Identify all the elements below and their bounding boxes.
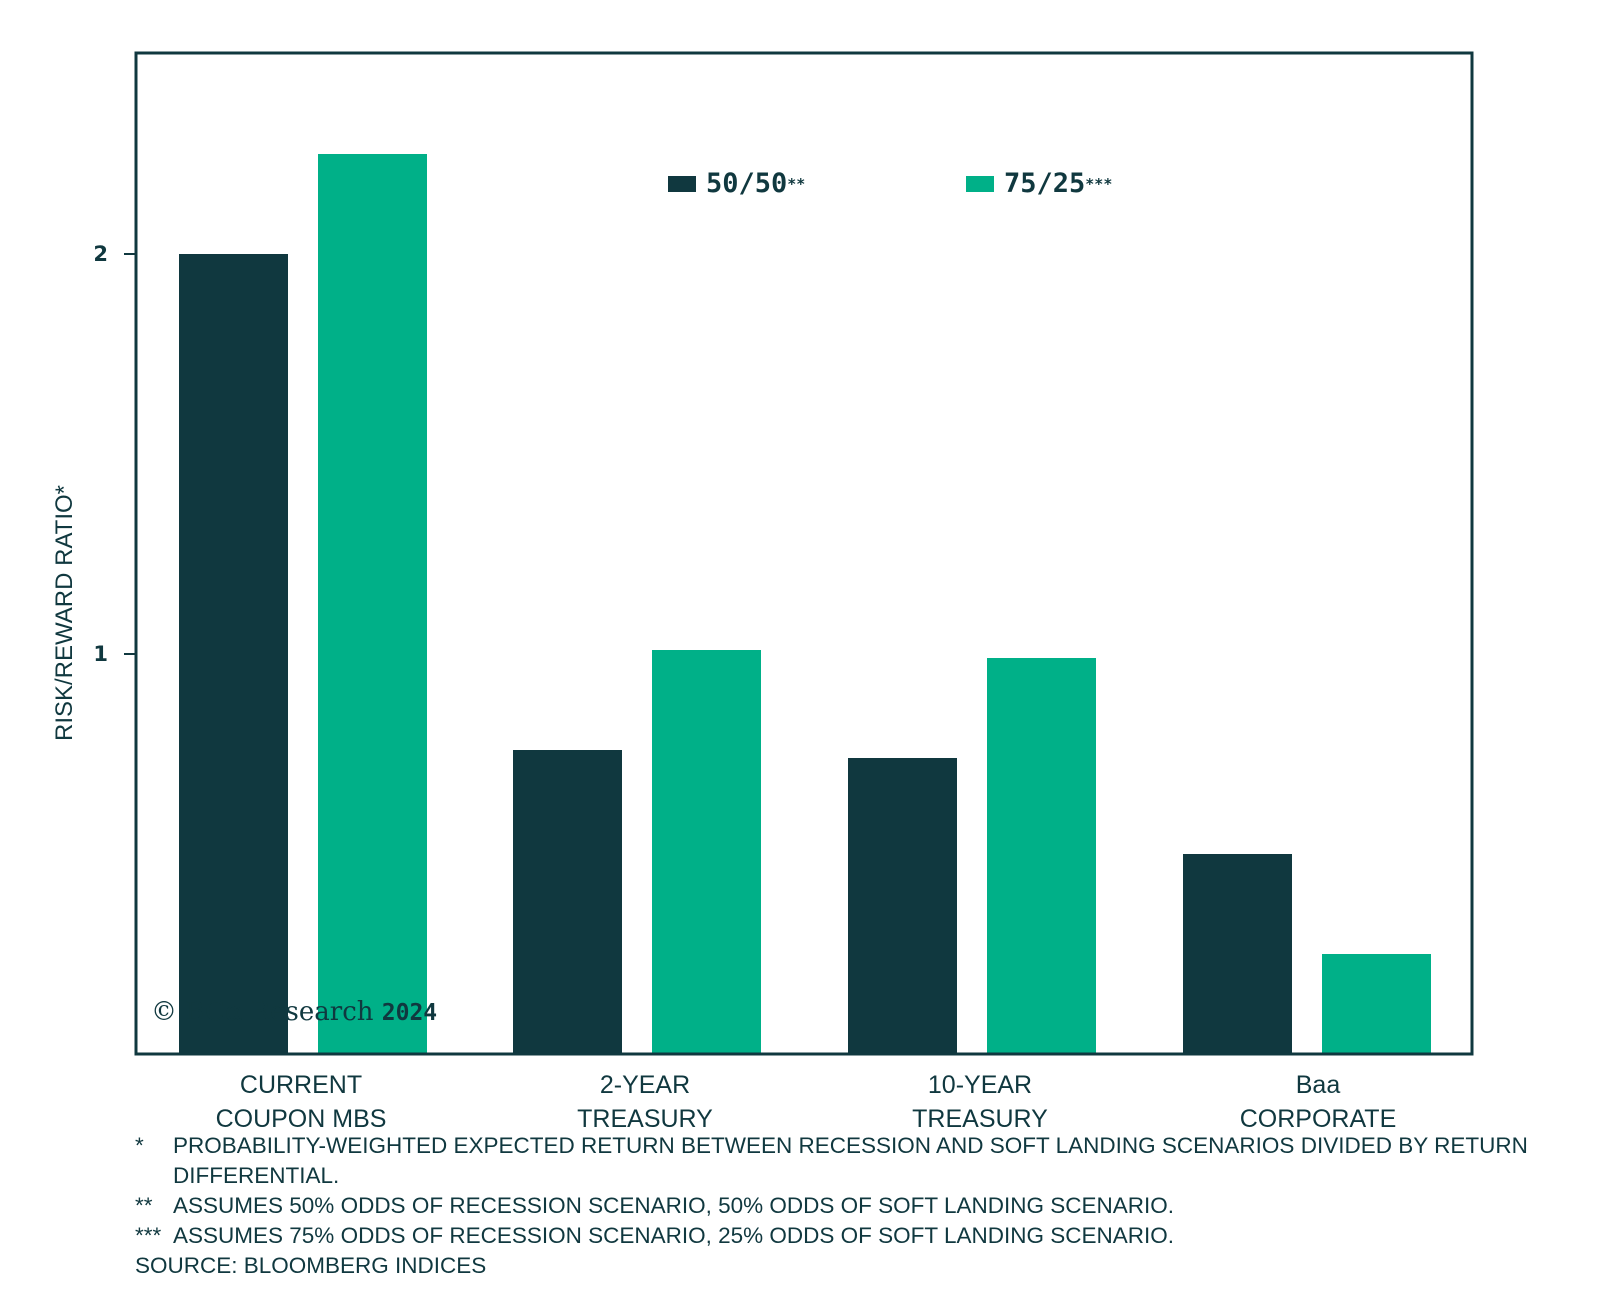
- bar-2yr-50-50: [513, 750, 622, 1054]
- footnotes: * PROBABILITY-WEIGHTED EXPECTED RETURN B…: [135, 1131, 1575, 1281]
- watermark: © BCα Research 2024: [151, 997, 437, 1027]
- category-label-line: 2-YEAR: [599, 1071, 691, 1099]
- watermark-year: 2024: [381, 1000, 438, 1026]
- legend-label-75-25: 75/25: [1004, 168, 1086, 199]
- footnote-text: ASSUMES 75% ODDS OF RECESSION SCENARIO, …: [173, 1223, 1175, 1248]
- bar-mbs-50-50: [179, 254, 288, 1054]
- footnote-mark: *: [135, 1133, 144, 1158]
- category-label-line: CORPORATE: [1239, 1105, 1397, 1133]
- category-label-10yr: 10-YEAR TREASURY: [850, 1068, 1110, 1136]
- footnote: * PROBABILITY-WEIGHTED EXPECTED RETURN B…: [135, 1131, 1575, 1191]
- bar-10yr-75-25: [987, 658, 1096, 1054]
- footnote: *** ASSUMES 75% ODDS OF RECESSION SCENAR…: [135, 1221, 1575, 1251]
- legend-swatch-75-25: [966, 175, 994, 192]
- watermark-brand: © BCα Research: [151, 997, 374, 1027]
- category-label-line: Baa: [1295, 1071, 1341, 1099]
- legend-marker-75-25: ***: [1085, 174, 1113, 193]
- category-label-line: COUPON MBS: [215, 1105, 387, 1133]
- category-label-2yr: 2-YEAR TREASURY: [515, 1068, 775, 1136]
- bar-10yr-50-50: [848, 758, 957, 1054]
- source-note: SOURCE: BLOOMBERG INDICES: [135, 1251, 1575, 1281]
- plot-frame: [134, 51, 1474, 1056]
- legend-label-50-50: 50/50: [706, 168, 788, 199]
- y-axis-label: RISK/REWARD RATIO*: [51, 484, 78, 742]
- footnote-mark: **: [135, 1193, 153, 1218]
- category-label-mbs: CURRENT COUPON MBS: [171, 1068, 431, 1136]
- category-label-line: TREASURY: [577, 1105, 713, 1133]
- legend-item-75-25: 75/25 ***: [966, 168, 1112, 199]
- bar-2yr-75-25: [652, 650, 761, 1054]
- source-text: SOURCE: BLOOMBERG INDICES: [135, 1253, 487, 1278]
- legend-swatch-50-50: [668, 175, 696, 192]
- category-label-line: CURRENT: [239, 1071, 363, 1099]
- footnote: ** ASSUMES 50% ODDS OF RECESSION SCENARI…: [135, 1191, 1575, 1221]
- footnote-mark: ***: [135, 1223, 162, 1248]
- bar-baa-50-50: [1183, 854, 1292, 1054]
- category-label-line: 10-YEAR: [927, 1071, 1033, 1099]
- y-tick-label-2: 2: [93, 242, 108, 266]
- legend-marker-50-50: **: [787, 174, 806, 193]
- legend-item-50-50: 50/50 **: [668, 168, 805, 199]
- footnote-text: PROBABILITY-WEIGHTED EXPECTED RETURN BET…: [173, 1133, 1528, 1188]
- bar-mbs-75-25: [318, 154, 427, 1054]
- category-label-line: TREASURY: [912, 1105, 1048, 1133]
- footnote-text: ASSUMES 50% ODDS OF RECESSION SCENARIO, …: [173, 1193, 1175, 1218]
- category-label-baa: Baa CORPORATE: [1188, 1068, 1448, 1136]
- bar-baa-75-25: [1322, 954, 1431, 1054]
- y-tick-label-1: 1: [93, 642, 108, 666]
